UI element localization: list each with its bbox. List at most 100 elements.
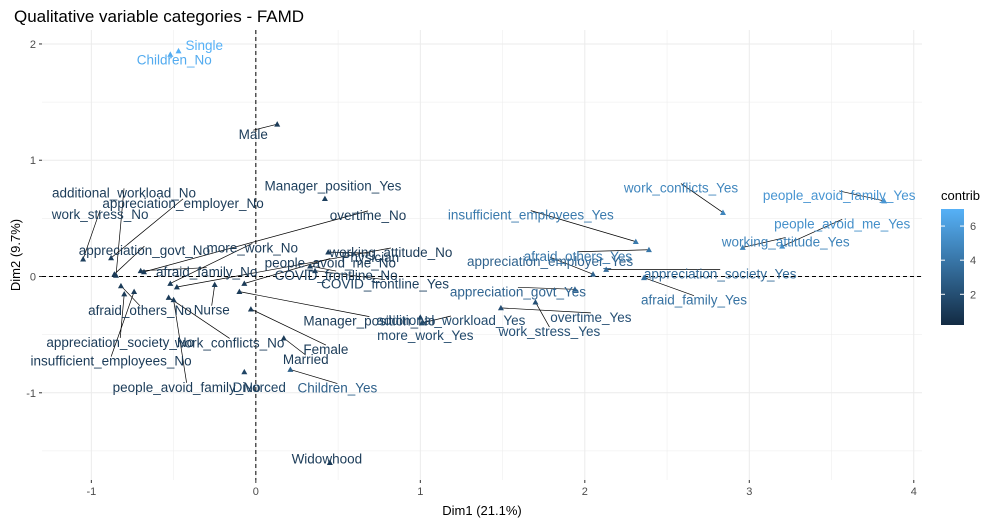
point-marker bbox=[236, 288, 243, 295]
point-label: appreciation_govt_Yes bbox=[450, 284, 586, 299]
point-marker bbox=[167, 51, 174, 57]
x-tick-label: -1 bbox=[86, 486, 96, 498]
leader-line bbox=[421, 315, 452, 324]
leader-line bbox=[120, 285, 141, 307]
point-marker bbox=[418, 320, 425, 326]
point-label: Manager_position_Yes bbox=[264, 179, 401, 194]
y-tick-label: 2 bbox=[30, 39, 36, 51]
point-marker bbox=[779, 243, 786, 249]
leader-line bbox=[680, 183, 724, 213]
point-label: Nurse bbox=[194, 303, 230, 318]
point-label: COVID_frontline_No bbox=[275, 268, 398, 283]
point-label: appreciation_govt_No bbox=[79, 243, 210, 258]
data-points bbox=[80, 47, 888, 465]
point-label: work_stress_No bbox=[51, 207, 149, 222]
point-label: afraid_family_Yes bbox=[641, 293, 747, 308]
leader-line bbox=[115, 188, 125, 276]
point-marker bbox=[312, 267, 319, 274]
legend-tick-label: 4 bbox=[970, 255, 976, 267]
x-tick-label: 0 bbox=[253, 486, 259, 498]
leader-line bbox=[535, 301, 550, 328]
point-marker bbox=[287, 366, 294, 372]
y-tick-label: -1 bbox=[26, 388, 36, 400]
point-marker bbox=[307, 263, 314, 269]
point-label: afraid_family_No bbox=[156, 265, 257, 280]
point-label: Male bbox=[239, 127, 268, 142]
label-leader-lines bbox=[82, 123, 885, 384]
point-label: COVID_frontline_Yes bbox=[321, 277, 449, 292]
x-tick-label: 4 bbox=[911, 486, 917, 498]
point-label: appreciation_society_No bbox=[46, 335, 194, 350]
point-label: working_attitude_No bbox=[328, 245, 452, 260]
legend-tick-label: 6 bbox=[970, 221, 976, 233]
x-axis-ticks: -1 0 1 2 3 4 bbox=[86, 480, 917, 498]
point-marker bbox=[632, 238, 639, 245]
point-label: Divorced bbox=[233, 380, 286, 395]
leader-line bbox=[549, 256, 594, 275]
point-label: overtime_No bbox=[330, 208, 407, 223]
point-label: work_conflicts_No bbox=[174, 335, 285, 350]
leader-line bbox=[143, 210, 369, 273]
point-label: working_attitude_Yes bbox=[721, 234, 850, 249]
point-label: appreciation_society_Yes bbox=[644, 267, 797, 282]
point-marker bbox=[80, 256, 87, 262]
leader-line bbox=[244, 258, 331, 284]
point-label: overtime_Yes bbox=[550, 310, 632, 325]
point-label: Physician bbox=[341, 250, 399, 265]
point-label: insufficient_employees_No bbox=[31, 354, 192, 369]
point-label: people_avoid_me_Yes bbox=[774, 216, 910, 231]
x-tick-label: 1 bbox=[417, 486, 423, 498]
point-label: work_conflicts_Yes bbox=[623, 181, 739, 196]
x-axis-title: Dim1 (21.1%) bbox=[442, 503, 521, 518]
contrib-legend: contrib 2 4 6 bbox=[941, 188, 980, 325]
leader-line bbox=[283, 337, 307, 356]
legend-colorbar bbox=[941, 209, 964, 325]
y-tick-label: 1 bbox=[30, 155, 36, 167]
point-marker bbox=[175, 47, 182, 54]
leader-line bbox=[517, 286, 575, 290]
point-label: work_stress_Yes bbox=[498, 324, 601, 339]
point-label: additional_workload_Yes bbox=[377, 313, 526, 328]
point-marker bbox=[603, 266, 610, 272]
point-label: afraid_others_Yes bbox=[524, 249, 633, 264]
x-tick-label: 2 bbox=[582, 486, 588, 498]
point-marker bbox=[325, 249, 332, 255]
point-marker bbox=[165, 294, 172, 300]
point-marker bbox=[211, 281, 218, 288]
leader-line bbox=[839, 190, 885, 202]
x-tick-label: 3 bbox=[746, 486, 752, 498]
leader-line bbox=[310, 265, 337, 272]
point-label: afraid_others_No bbox=[88, 303, 192, 318]
leader-line bbox=[173, 299, 187, 383]
y-axis-ticks: -1 0 1 2 bbox=[26, 39, 42, 400]
point-marker bbox=[121, 290, 128, 297]
point-label: appreciation_employer_Yes bbox=[467, 254, 633, 269]
leader-line bbox=[82, 209, 101, 260]
point-marker bbox=[137, 267, 144, 274]
point-marker bbox=[645, 246, 652, 253]
leader-line bbox=[315, 270, 386, 281]
point-label: people_avoid_me_No bbox=[265, 255, 396, 270]
point-marker bbox=[719, 209, 726, 215]
point-label: Manager_position_No bbox=[303, 314, 435, 329]
point-marker bbox=[173, 283, 180, 290]
point-marker bbox=[326, 459, 333, 465]
point-marker bbox=[641, 274, 648, 281]
point-marker bbox=[247, 306, 254, 312]
point-marker bbox=[739, 244, 746, 250]
grid-minor bbox=[42, 30, 922, 480]
point-marker bbox=[170, 296, 177, 303]
point-label: Widowhood bbox=[292, 452, 363, 467]
point-marker bbox=[280, 335, 287, 341]
point-label: more_work_Yes bbox=[377, 328, 474, 343]
leader-line bbox=[782, 218, 843, 247]
point-marker bbox=[241, 280, 248, 286]
chart-title: Qualitative variable categories - FAMD bbox=[14, 7, 304, 26]
leader-line bbox=[290, 369, 338, 384]
leader-line bbox=[168, 297, 230, 339]
point-marker bbox=[532, 299, 539, 305]
leader-line bbox=[328, 251, 371, 254]
leader-line bbox=[110, 198, 184, 259]
